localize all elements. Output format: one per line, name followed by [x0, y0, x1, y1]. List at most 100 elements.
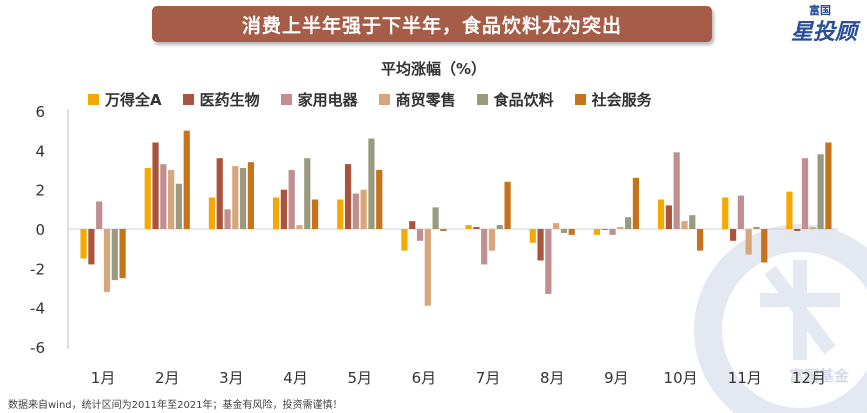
legend-swatch [476, 93, 488, 105]
bar [280, 189, 287, 229]
y-tick-label: 0 [35, 221, 45, 239]
x-tick-label: 4月 [283, 369, 308, 387]
bar [216, 158, 223, 229]
chart-title: 平均涨幅（%） [380, 60, 487, 78]
bar [296, 225, 303, 229]
y-tick-label: -2 [30, 260, 45, 278]
bar [168, 170, 175, 229]
bar [737, 195, 744, 229]
y-tick-label: 2 [35, 182, 45, 200]
bar [529, 229, 536, 243]
legend-swatch [182, 93, 194, 105]
legend-item: 食品饮料 [476, 89, 554, 110]
bar [376, 170, 383, 229]
bar [88, 229, 95, 265]
bar [673, 152, 680, 229]
legend-label: 万得全A [105, 90, 162, 109]
legend-label: 食品饮料 [493, 90, 554, 109]
legend-item: 万得全A [88, 89, 162, 110]
bar [809, 227, 816, 229]
bar [473, 227, 480, 229]
bar [801, 158, 809, 229]
legend-swatch [88, 93, 99, 105]
bar [152, 142, 159, 229]
y-tick-label: 4 [35, 142, 45, 160]
brand-logo-main: 星投顾 [791, 20, 858, 45]
legend-label: 社会服务 [591, 90, 652, 109]
y-tick-label: -6 [30, 339, 45, 357]
bar [344, 164, 352, 229]
bar [337, 199, 344, 229]
bar [553, 223, 560, 229]
legend-swatch [378, 93, 390, 105]
bar [681, 221, 688, 229]
legend-item: 医药生物 [182, 89, 260, 110]
legend-label: 家用电器 [297, 90, 358, 109]
x-tick-label: 1月 [91, 369, 116, 387]
bar [722, 197, 729, 229]
x-tick-label: 12月 [792, 369, 826, 387]
bar [224, 209, 231, 229]
bar [545, 229, 552, 294]
bar [632, 177, 640, 229]
bar [657, 199, 665, 229]
chart-banner-title: 消费上半年强于下半年，食品饮料尤为突出 [152, 6, 712, 42]
brand-logo-top: 富国 [809, 4, 831, 17]
bar [745, 229, 752, 255]
bar [568, 229, 575, 235]
x-tick-label: 3月 [219, 369, 244, 387]
bar [625, 217, 632, 229]
bar [753, 227, 760, 229]
bar [360, 189, 367, 229]
bar [665, 205, 672, 229]
bar [272, 197, 280, 229]
bar [401, 229, 408, 251]
x-tick-label: 6月 [412, 369, 437, 387]
bar [160, 164, 167, 229]
bar [601, 229, 608, 230]
bar [208, 197, 216, 229]
x-tick-label: 2月 [155, 369, 180, 387]
bar [617, 227, 624, 229]
bar [794, 229, 801, 231]
bar [465, 225, 472, 229]
bar [432, 207, 439, 229]
legend-item: 社会服务 [574, 89, 652, 110]
bar [247, 162, 255, 229]
bar [481, 229, 488, 265]
bar [352, 193, 359, 229]
legend-label: 医药生物 [199, 90, 260, 109]
bar [504, 181, 511, 229]
bar [96, 201, 103, 229]
bar [496, 225, 503, 229]
bar [103, 229, 111, 292]
x-tick-label: 5月 [347, 369, 372, 387]
legend-item: 家用电器 [280, 89, 358, 110]
legend-swatch [574, 93, 586, 105]
bar [416, 229, 424, 241]
x-tick-label: 7月 [476, 369, 501, 387]
bar [488, 229, 496, 251]
bar [304, 158, 311, 229]
bar [111, 229, 118, 281]
bar [232, 166, 239, 229]
bar [288, 170, 295, 229]
bar [144, 168, 151, 229]
bar [440, 229, 447, 231]
y-tick-label: 6 [35, 103, 45, 121]
bar [119, 229, 126, 279]
bar [761, 229, 768, 263]
x-tick-label: 9月 [604, 369, 629, 387]
bar [593, 229, 601, 235]
bar [183, 130, 190, 229]
x-tick-label: 10月 [664, 369, 698, 387]
bar [175, 183, 183, 229]
bar [786, 191, 793, 229]
bar [825, 142, 832, 229]
bar [311, 199, 319, 229]
bar [696, 229, 704, 251]
watermark-text: 富国基金 [789, 367, 850, 385]
x-tick-label: 8月 [540, 369, 565, 387]
